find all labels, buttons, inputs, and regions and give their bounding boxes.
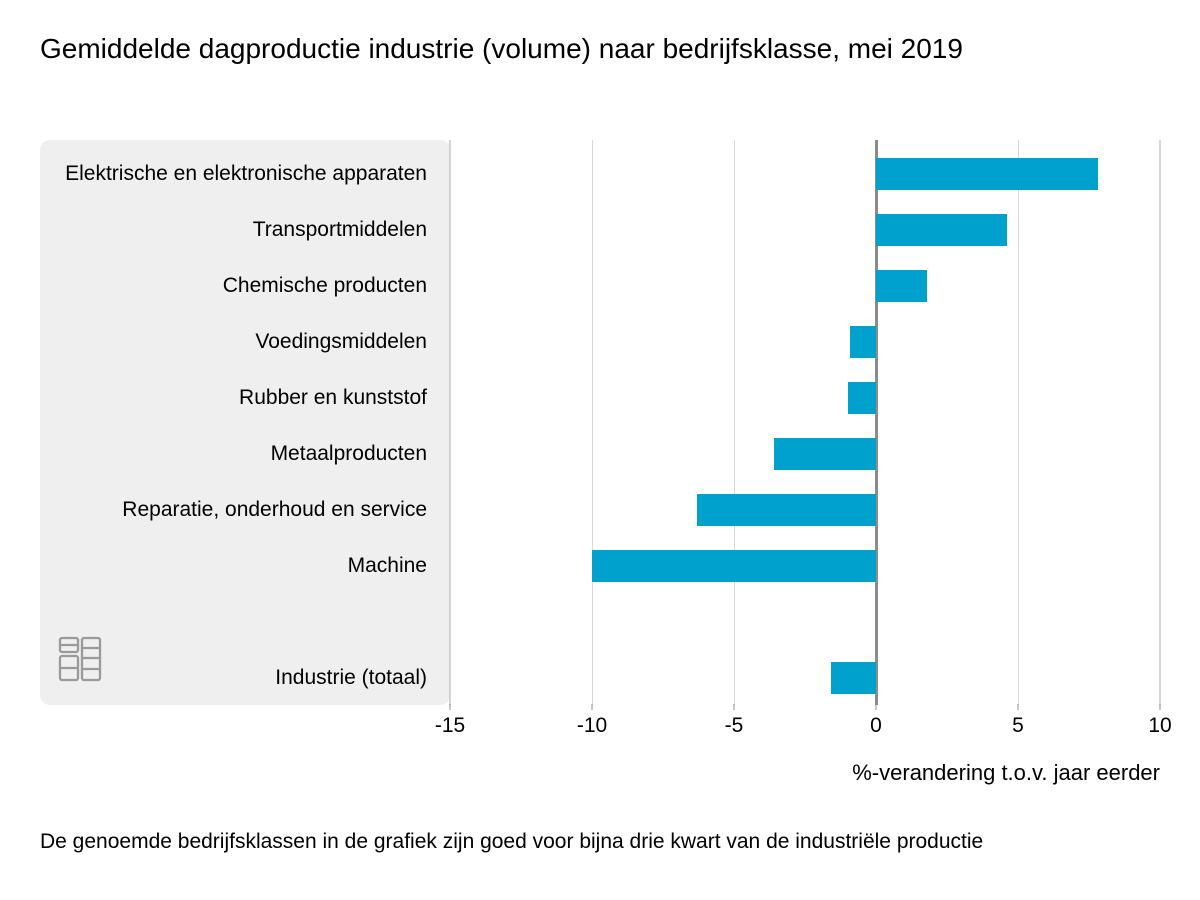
category-label: Rubber en kunststof xyxy=(40,385,435,410)
x-tick-mark xyxy=(592,704,593,710)
chart-row: Rubber en kunststof xyxy=(450,370,1160,426)
chart-row: Chemische producten xyxy=(450,258,1160,314)
bar xyxy=(876,214,1007,246)
x-tick-label: 5 xyxy=(1012,714,1024,738)
x-tick-mark xyxy=(876,704,877,710)
chart-row: Machine xyxy=(450,538,1160,594)
chart-row: Elektrische en elektronische apparaten xyxy=(450,146,1160,202)
chart-footnote: De genoemde bedrijfsklassen in de grafie… xyxy=(40,830,983,854)
gridline xyxy=(1160,140,1161,705)
x-tick-label: 0 xyxy=(870,714,882,738)
chart-row: Transportmiddelen xyxy=(450,202,1160,258)
plot-area: Elektrische en elektronische apparatenTr… xyxy=(450,140,1160,705)
x-tick-label: 10 xyxy=(1148,714,1171,738)
x-axis-label: %-verandering t.o.v. jaar eerder xyxy=(852,760,1160,786)
bar xyxy=(697,494,876,526)
bar xyxy=(876,158,1098,190)
bar xyxy=(848,382,876,414)
bar xyxy=(774,438,876,470)
x-axis-ticks: -15-10-50510 xyxy=(450,710,1160,740)
chart-row: Industrie (totaal) xyxy=(450,650,1160,706)
bar xyxy=(592,550,876,582)
category-label: Transportmiddelen xyxy=(40,217,435,242)
category-label: Reparatie, onderhoud en service xyxy=(40,497,435,522)
x-tick-label: -15 xyxy=(435,714,465,738)
category-label: Machine xyxy=(40,553,435,578)
x-tick-label: -5 xyxy=(725,714,744,738)
bar xyxy=(831,662,876,694)
x-tick-mark xyxy=(734,704,735,710)
category-label: Elektrische en elektronische apparaten xyxy=(40,161,435,186)
chart-container: Elektrische en elektronische apparatenTr… xyxy=(40,140,1160,760)
category-label: Industrie (totaal) xyxy=(40,665,435,690)
x-tick-mark xyxy=(1160,704,1161,710)
chart-row: Voedingsmiddelen xyxy=(450,314,1160,370)
category-label: Voedingsmiddelen xyxy=(40,329,435,354)
category-label: Chemische producten xyxy=(40,273,435,298)
x-tick-mark xyxy=(450,704,451,710)
bar xyxy=(876,270,927,302)
category-label: Metaalproducten xyxy=(40,441,435,466)
x-tick-mark xyxy=(1018,704,1019,710)
chart-title: Gemiddelde dagproductie industrie (volum… xyxy=(0,0,1200,78)
x-tick-label: -10 xyxy=(577,714,607,738)
bar xyxy=(850,326,876,358)
chart-row: Metaalproducten xyxy=(450,426,1160,482)
chart-row: Reparatie, onderhoud en service xyxy=(450,482,1160,538)
